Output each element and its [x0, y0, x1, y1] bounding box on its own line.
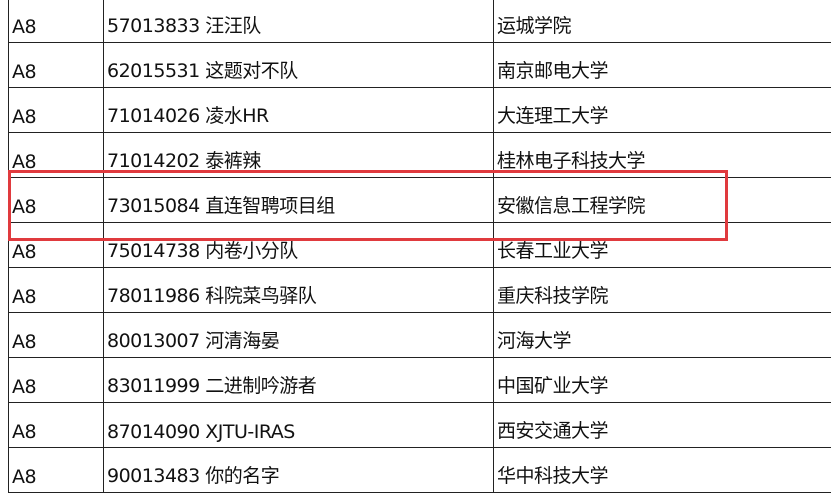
school-cell: 桂林电子科技大学 [494, 133, 831, 178]
group-cell: A8 [8, 448, 104, 493]
school-cell: 安徽信息工程学院 [494, 178, 831, 223]
group-cell: A8 [8, 268, 104, 313]
team-cell: 90013483 你的名字 [104, 448, 494, 493]
team-cell: 71014202 泰裤辣 [104, 133, 494, 178]
group-cell: A8 [8, 313, 104, 358]
school-cell: 长春工业大学 [494, 223, 831, 268]
group-cell: A8 [8, 223, 104, 268]
group-cell: A8 [8, 0, 104, 43]
school-cell: 大连理工大学 [494, 88, 831, 133]
school-cell: 重庆科技学院 [494, 268, 831, 313]
team-cell: 83011999 二进制吟游者 [104, 358, 494, 403]
school-cell: 南京邮电大学 [494, 43, 831, 88]
team-cell: 57013833 汪汪队 [104, 0, 494, 43]
team-cell: 75014738 内卷小分队 [104, 223, 494, 268]
team-cell: 71014026 凌水HR [104, 88, 494, 133]
team-cell: 73015084 直连智聘项目组 [104, 178, 494, 223]
group-cell: A8 [8, 88, 104, 133]
school-cell: 运城学院 [494, 0, 831, 43]
group-cell: A8 [8, 43, 104, 88]
team-cell: 78011986 科院菜鸟驿队 [104, 268, 494, 313]
group-cell: A8 [8, 178, 104, 223]
group-cell: A8 [8, 403, 104, 448]
team-cell: 87014090 XJTU-IRAS [104, 403, 494, 448]
team-cell: 62015531 这题对不队 [104, 43, 494, 88]
team-cell: 80013007 河清海晏 [104, 313, 494, 358]
group-cell: A8 [8, 358, 104, 403]
school-cell: 西安交通大学 [494, 403, 831, 448]
school-cell: 河海大学 [494, 313, 831, 358]
group-cell: A8 [8, 133, 104, 178]
school-cell: 中国矿业大学 [494, 358, 831, 403]
school-cell: 华中科技大学 [494, 448, 831, 493]
